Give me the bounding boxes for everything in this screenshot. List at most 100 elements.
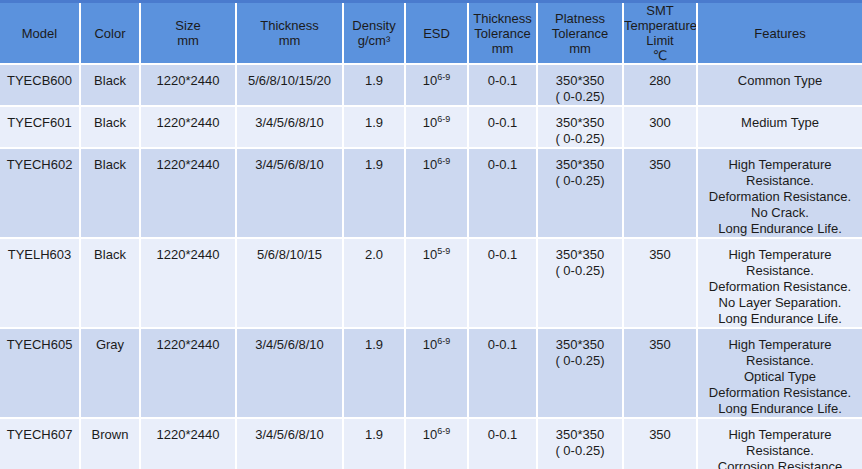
table-row-tyech605: TYECH605 Gray 1220*2440 3/4/5/6/8/10 1.9…: [0, 328, 862, 418]
feature-line: Medium Type: [698, 115, 862, 131]
table-row-tyecb600: TYECB600 Black 1220*2440 5/6/8/10/15/20 …: [0, 64, 862, 106]
feature-line: Long Endurance Life.: [698, 311, 862, 327]
cell-model: TYELH603: [0, 238, 80, 328]
cell-esd: 106-9: [405, 64, 468, 106]
esd-exponent: 5-9: [437, 246, 450, 256]
header-line: SMT: [624, 3, 696, 18]
header-line: Density: [344, 18, 404, 33]
cell-platness-tolerance: 350*350 ( 0-0.25): [537, 418, 623, 469]
product-spec-table: Model Color Size mm Thickness mm Density…: [0, 0, 862, 469]
platness-line: ( 0-0.25): [538, 89, 622, 105]
header-line: Features: [698, 26, 862, 41]
feature-line: Deformation Resistance.: [698, 385, 862, 401]
cell-size: 1220*2440: [140, 106, 236, 148]
feature-line: High Temperature Resistance.: [698, 157, 862, 189]
header-line: Model: [0, 26, 79, 41]
column-header-esd: ESD: [405, 2, 468, 65]
cell-density: 1.9: [343, 64, 405, 106]
cell-size: 1220*2440: [140, 418, 236, 469]
cell-color: Black: [80, 106, 140, 148]
cell-size: 1220*2440: [140, 64, 236, 106]
header-line: mm: [469, 41, 536, 56]
cell-size: 1220*2440: [140, 148, 236, 238]
cell-features: High Temperature Resistance. Optical Typ…: [697, 328, 862, 418]
feature-line: No Crack.: [698, 205, 862, 221]
esd-base: 10: [423, 427, 437, 442]
cell-thickness: 3/4/5/6/8/10: [236, 418, 343, 469]
header-line: Limit: [624, 33, 696, 48]
cell-esd: 105-9: [405, 238, 468, 328]
column-header-color: Color: [80, 2, 140, 65]
feature-line: Long Endurance Life.: [698, 221, 862, 237]
platness-line: 350*350: [538, 247, 622, 263]
feature-line: Deformation Resistance.: [698, 279, 862, 295]
esd-exponent: 6-9: [437, 156, 450, 166]
cell-thickness: 3/4/5/6/8/10: [236, 148, 343, 238]
column-header-size: Size mm: [140, 2, 236, 65]
cell-features: Common Type: [697, 64, 862, 106]
cell-features: High Temperature Resistance. Deformation…: [697, 238, 862, 328]
cell-size: 1220*2440: [140, 328, 236, 418]
feature-line: Optical Type: [698, 369, 862, 385]
table-row-tyech607: TYECH607 Brown 1220*2440 3/4/5/6/8/10 1.…: [0, 418, 862, 469]
cell-smt-temperature: 280: [623, 64, 697, 106]
column-header-thickness-tolerance: Thickness Tolerance mm: [468, 2, 537, 65]
cell-thickness-tolerance: 0-0.1: [468, 148, 537, 238]
cell-color: Black: [80, 148, 140, 238]
cell-color: Gray: [80, 328, 140, 418]
column-header-smt-temperature-limit: SMT Temperature Limit ℃: [623, 2, 697, 65]
header-line: mm: [538, 41, 622, 56]
cell-smt-temperature: 350: [623, 328, 697, 418]
header-row: Model Color Size mm Thickness mm Density…: [0, 2, 862, 65]
cell-thickness-tolerance: 0-0.1: [468, 64, 537, 106]
cell-esd: 106-9: [405, 418, 468, 469]
table-row-tyecf601: TYECF601 Black 1220*2440 3/4/5/6/8/10 1.…: [0, 106, 862, 148]
esd-exponent: 6-9: [437, 114, 450, 124]
platness-line: ( 0-0.25): [538, 443, 622, 459]
feature-line: High Temperature Resistance.: [698, 427, 862, 459]
cell-platness-tolerance: 350*350 ( 0-0.25): [537, 64, 623, 106]
esd-base: 10: [423, 115, 437, 130]
platness-line: 350*350: [538, 427, 622, 443]
cell-platness-tolerance: 350*350 ( 0-0.25): [537, 238, 623, 328]
esd-base: 10: [423, 157, 437, 172]
cell-esd: 106-9: [405, 106, 468, 148]
cell-smt-temperature: 350: [623, 238, 697, 328]
platness-line: 350*350: [538, 73, 622, 89]
feature-line: High Temperature Resistance.: [698, 337, 862, 369]
cell-thickness: 5/6/8/10/15: [236, 238, 343, 328]
cell-model: TYECB600: [0, 64, 80, 106]
column-header-density: Density g/cm³: [343, 2, 405, 65]
header-line: Tolerance: [538, 26, 622, 41]
header-line: Color: [81, 26, 139, 41]
cell-thickness: 5/6/8/10/15/20: [236, 64, 343, 106]
column-header-thickness: Thickness mm: [236, 2, 343, 65]
platness-line: 350*350: [538, 157, 622, 173]
header-line: ESD: [406, 26, 467, 41]
cell-thickness-tolerance: 0-0.1: [468, 106, 537, 148]
header-line: Temperature: [624, 18, 696, 33]
cell-esd: 106-9: [405, 328, 468, 418]
cell-smt-temperature: 300: [623, 106, 697, 148]
cell-smt-temperature: 350: [623, 418, 697, 469]
esd-exponent: 6-9: [437, 426, 450, 436]
cell-model: TYECH607: [0, 418, 80, 469]
cell-size: 1220*2440: [140, 238, 236, 328]
cell-model: TYECH602: [0, 148, 80, 238]
cell-density: 1.9: [343, 148, 405, 238]
feature-line: Deformation Resistance.: [698, 189, 862, 205]
esd-base: 10: [423, 73, 437, 88]
platness-line: 350*350: [538, 337, 622, 353]
feature-line: Common Type: [698, 73, 862, 89]
cell-platness-tolerance: 350*350 ( 0-0.25): [537, 148, 623, 238]
column-header-features: Features: [697, 2, 862, 65]
cell-thickness-tolerance: 0-0.1: [468, 418, 537, 469]
cell-color: Black: [80, 238, 140, 328]
cell-features: High Temperature Resistance. Deformation…: [697, 148, 862, 238]
esd-exponent: 6-9: [437, 336, 450, 346]
cell-thickness: 3/4/5/6/8/10: [236, 106, 343, 148]
platness-line: ( 0-0.25): [538, 131, 622, 147]
feature-line: No Layer Separation.: [698, 295, 862, 311]
cell-features: High Temperature Resistance. Corrosion R…: [697, 418, 862, 469]
esd-base: 10: [423, 247, 437, 262]
